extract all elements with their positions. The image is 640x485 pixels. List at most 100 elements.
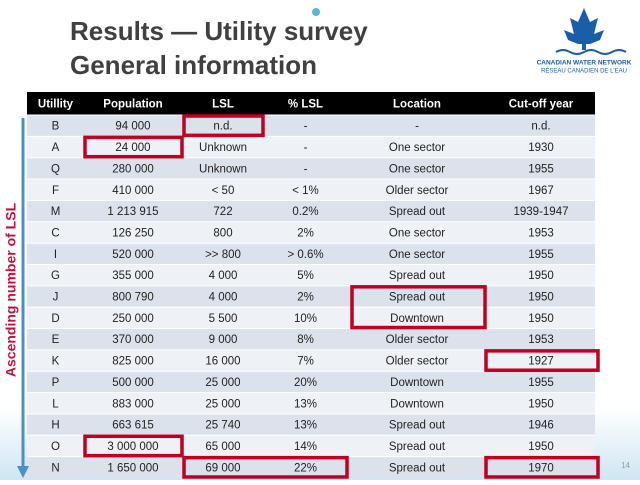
cell: Spread out (389, 292, 446, 304)
cell: 126 250 (112, 227, 154, 239)
cell: 1 213 915 (107, 206, 158, 218)
column-header: % LSL (288, 99, 323, 111)
cell: 25 000 (205, 398, 240, 410)
cell: 10% (294, 313, 317, 325)
cell: 1930 (528, 142, 554, 154)
cell: 825 000 (112, 356, 154, 368)
table: Utillity Population LSL % LSL Location Cut-of… (27, 92, 600, 479)
row (27, 243, 595, 265)
arrow-head (17, 466, 29, 478)
cell: 0.2% (292, 206, 318, 218)
cell: B (52, 121, 60, 133)
cell: 2% (297, 227, 314, 239)
cell: >> 800 (205, 249, 241, 261)
row (27, 136, 595, 158)
cell: 1927 (528, 356, 554, 368)
bubble (312, 8, 320, 16)
cell: F (52, 185, 59, 197)
highlight-box (83, 434, 184, 458)
side-label: Ascending number of LSL (3, 202, 19, 377)
cell: L (52, 398, 59, 410)
cell: 250 000 (112, 313, 154, 325)
cell: 65 000 (205, 441, 240, 453)
column-header: LSL (212, 99, 234, 111)
cell: < 1% (292, 185, 319, 197)
highlight-box (182, 114, 265, 138)
row (27, 200, 595, 222)
cell: 16 000 (205, 356, 240, 368)
row (27, 264, 595, 286)
cell: 1955 (528, 163, 554, 175)
cell: 5 500 (209, 313, 238, 325)
cell: 370 000 (112, 334, 154, 346)
row (27, 328, 595, 350)
cell: 14% (294, 441, 317, 453)
cell: 1970 (528, 462, 554, 474)
cell: 1939-1947 (514, 206, 569, 218)
row (27, 349, 595, 372)
cell: Downtown (390, 377, 444, 389)
cell: 1 650 000 (107, 462, 158, 474)
cell: 5% (297, 270, 314, 282)
cell: 25 740 (205, 420, 240, 432)
cell: Unknown (199, 163, 247, 175)
cell: Older sector (386, 334, 449, 346)
cell: 13% (294, 420, 317, 432)
maple-leaf (564, 8, 604, 50)
column-header: Cut-off year (509, 99, 574, 111)
cell: 94 000 (115, 121, 150, 133)
header-row (27, 92, 595, 115)
cell: M (51, 206, 61, 218)
cell: Spread out (389, 441, 446, 453)
cell: 410 000 (112, 185, 154, 197)
cell: - (415, 121, 419, 133)
cell: H (51, 420, 59, 432)
cell: 3 000 000 (107, 441, 158, 453)
cell: Downtown (390, 313, 444, 325)
page-number: 14 (621, 461, 630, 470)
row (27, 221, 595, 244)
cell: J (53, 292, 59, 304)
cell: 13% (294, 398, 317, 410)
cell: 722 (213, 206, 232, 218)
cell: 1950 (528, 292, 554, 304)
cell: 500 000 (112, 377, 154, 389)
cell: 9 000 (209, 334, 238, 346)
cell: Spread out (389, 462, 446, 474)
cell: Spread out (389, 420, 446, 432)
row (27, 371, 595, 393)
highlight-box (484, 455, 600, 479)
cell: 4 000 (209, 270, 238, 282)
cell: One sector (389, 142, 445, 154)
cell: One sector (389, 163, 445, 175)
cell: n.d. (531, 121, 550, 133)
cell: n.d. (213, 121, 232, 133)
cell: 22% (294, 462, 317, 474)
row (27, 307, 595, 329)
row (27, 413, 595, 436)
cell: P (52, 377, 60, 389)
cell: 883 000 (112, 398, 154, 410)
cell: One sector (389, 227, 445, 239)
title-line: General information (70, 50, 317, 80)
cell: 663 615 (112, 420, 154, 432)
column-header: Location (393, 99, 441, 111)
cell: 8% (297, 334, 314, 346)
highlight-box (350, 285, 487, 330)
column-header: Utillity (38, 99, 74, 111)
cell: - (304, 121, 308, 133)
cell: E (52, 334, 60, 346)
row (27, 392, 595, 414)
wave (555, 49, 627, 55)
cell: Spread out (389, 206, 446, 218)
cell: 1950 (528, 313, 554, 325)
cell: 280 000 (112, 163, 154, 175)
cell: Older sector (386, 185, 449, 197)
cell: 1950 (528, 398, 554, 410)
cell: Q (51, 163, 60, 175)
cell: 1967 (528, 185, 554, 197)
cell: 1950 (528, 270, 554, 282)
cell: 1953 (528, 334, 554, 346)
cell: 25 000 (205, 377, 240, 389)
